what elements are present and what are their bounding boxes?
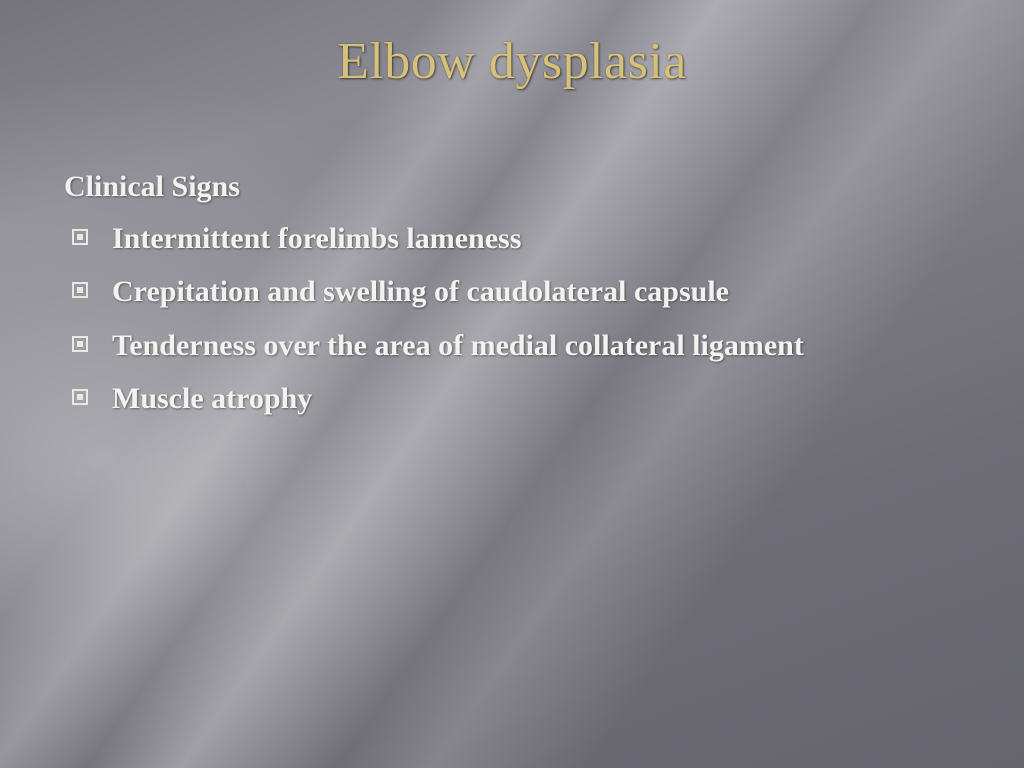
list-item-text: Tenderness over the area of medial colla… <box>112 329 804 362</box>
bullet-list: Intermittent forelimbs lameness Crepitat… <box>64 218 960 420</box>
slide-title: Elbow dysplasia <box>0 32 1024 91</box>
slide: Elbow dysplasia Clinical Signs Intermitt… <box>0 0 1024 768</box>
square-bullet-icon <box>72 389 88 405</box>
list-item: Muscle atrophy <box>64 378 960 419</box>
square-bullet-icon <box>72 282 88 298</box>
list-item-text: Crepitation and swelling of caudolateral… <box>112 275 729 308</box>
square-bullet-icon <box>72 229 88 245</box>
section-heading: Clinical Signs <box>64 170 960 204</box>
square-bullet-icon <box>72 336 88 352</box>
list-item: Crepitation and swelling of caudolateral… <box>64 271 960 312</box>
list-item-text: Muscle atrophy <box>112 382 312 415</box>
list-item: Intermittent forelimbs lameness <box>64 218 960 259</box>
slide-body: Clinical Signs Intermittent forelimbs la… <box>64 170 960 432</box>
list-item-text: Intermittent forelimbs lameness <box>112 222 521 255</box>
list-item: Tenderness over the area of medial colla… <box>64 325 960 366</box>
